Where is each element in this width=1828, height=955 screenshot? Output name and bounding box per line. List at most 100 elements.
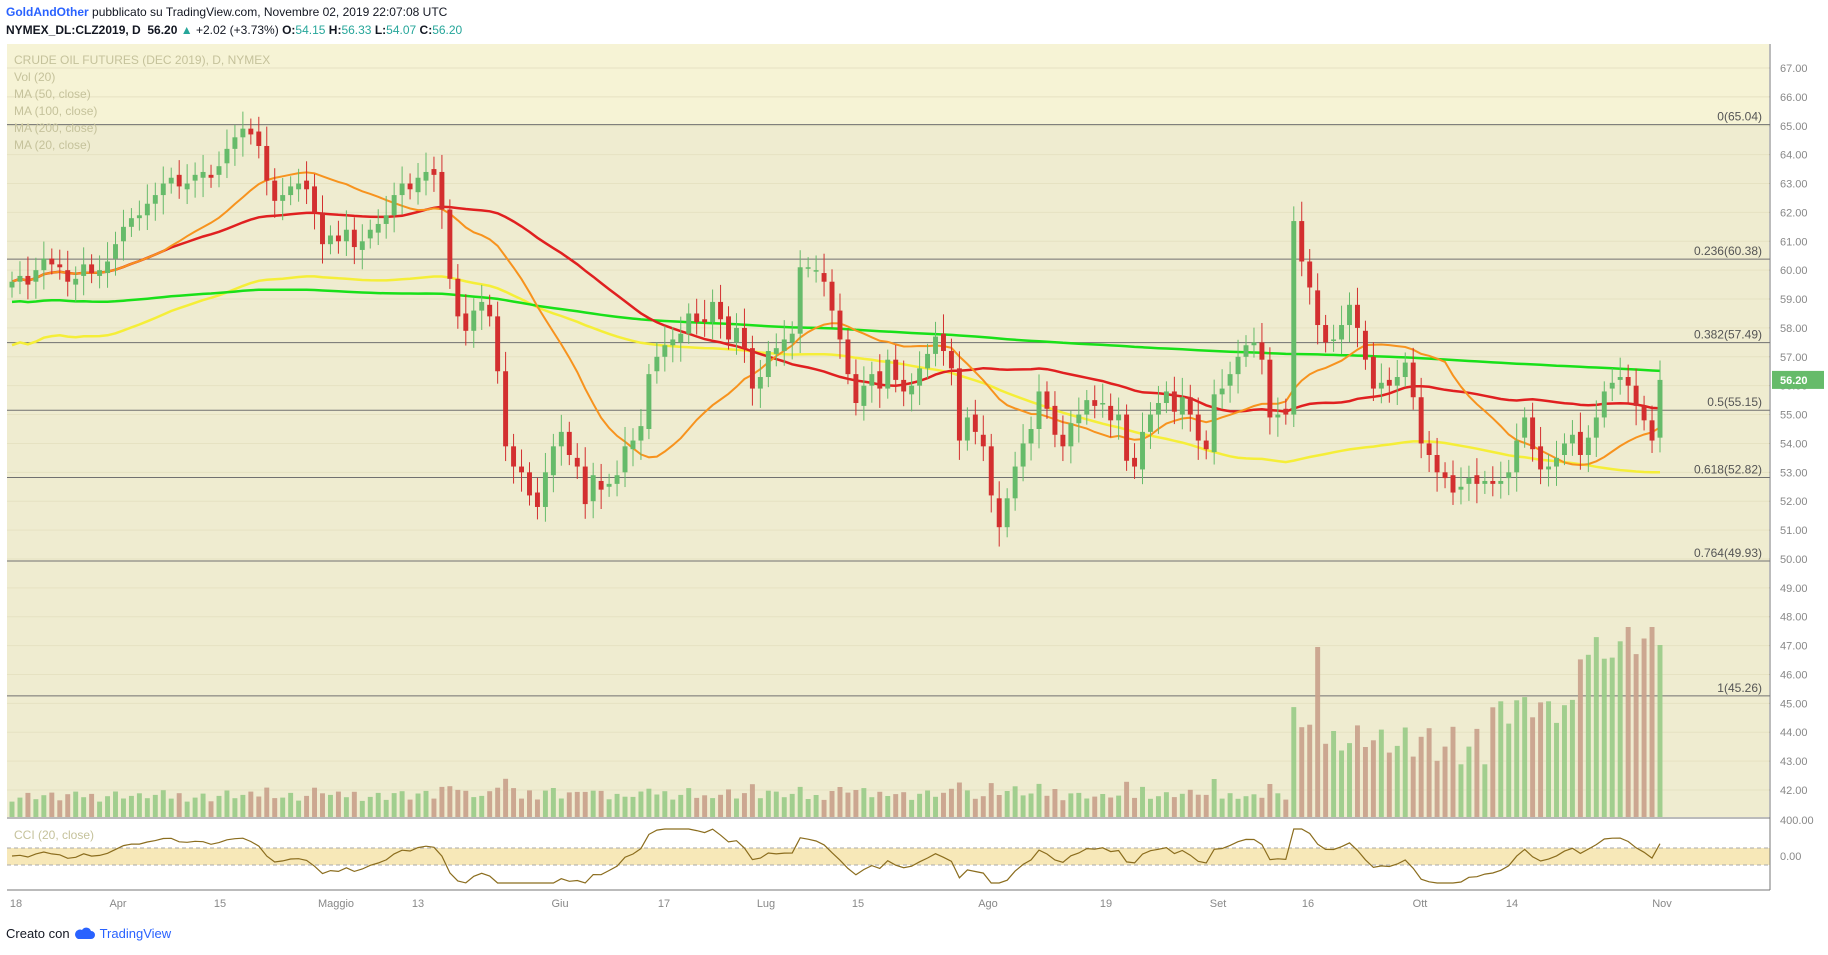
- candle-body[interactable]: [1482, 480, 1488, 484]
- candle-body[interactable]: [1124, 414, 1130, 461]
- candle-body[interactable]: [534, 492, 540, 507]
- candle-body[interactable]: [1577, 431, 1583, 455]
- author-link[interactable]: GoldAndOther: [6, 5, 89, 19]
- candle-body[interactable]: [120, 226, 126, 242]
- candle-body[interactable]: [208, 174, 214, 178]
- candle-body[interactable]: [97, 270, 103, 276]
- candle-body[interactable]: [1195, 414, 1201, 441]
- candle-body[interactable]: [662, 345, 668, 357]
- candle-body[interactable]: [1506, 472, 1512, 479]
- candle-body[interactable]: [1028, 429, 1034, 444]
- candle-body[interactable]: [1116, 414, 1122, 421]
- candle-body[interactable]: [1554, 457, 1559, 467]
- candle-body[interactable]: [1187, 397, 1193, 415]
- candle-body[interactable]: [1569, 434, 1575, 444]
- candle-body[interactable]: [821, 273, 827, 282]
- candle-body[interactable]: [375, 223, 381, 233]
- candle-body[interactable]: [9, 281, 15, 288]
- candle-body[interactable]: [1227, 374, 1233, 386]
- candle-body[interactable]: [1060, 434, 1066, 447]
- candle-body[interactable]: [288, 186, 294, 196]
- candle-body[interactable]: [1458, 486, 1464, 490]
- candle-body[interactable]: [741, 327, 747, 349]
- candle-body[interactable]: [1498, 480, 1504, 484]
- candle-body[interactable]: [702, 319, 708, 323]
- candle-body[interactable]: [320, 212, 325, 245]
- candle-body[interactable]: [622, 446, 628, 473]
- candle-body[interactable]: [1132, 457, 1138, 467]
- candle-body[interactable]: [1347, 304, 1352, 326]
- candle-body[interactable]: [1203, 440, 1209, 450]
- candle-body[interactable]: [184, 183, 190, 190]
- candle-body[interactable]: [1601, 391, 1607, 418]
- candle-body[interactable]: [65, 270, 71, 282]
- candle-body[interactable]: [1171, 391, 1177, 412]
- candle-body[interactable]: [351, 229, 357, 248]
- candle-body[interactable]: [1148, 414, 1153, 432]
- candle-body[interactable]: [1362, 330, 1368, 360]
- candle-body[interactable]: [877, 371, 883, 389]
- candle-body[interactable]: [1530, 417, 1536, 450]
- candle-body[interactable]: [869, 374, 875, 386]
- candle-body[interactable]: [1155, 403, 1161, 415]
- candle-body[interactable]: [694, 313, 700, 323]
- candle-body[interactable]: [1052, 405, 1058, 435]
- candle-body[interactable]: [33, 270, 39, 282]
- candle-body[interactable]: [1418, 397, 1424, 444]
- candle-body[interactable]: [1140, 431, 1145, 470]
- candle-body[interactable]: [152, 195, 158, 204]
- candle-body[interactable]: [646, 374, 652, 429]
- candle-body[interactable]: [614, 475, 620, 484]
- candle-body[interactable]: [726, 316, 731, 340]
- candle-body[interactable]: [781, 339, 787, 352]
- candle-body[interactable]: [216, 166, 222, 175]
- candle-body[interactable]: [272, 180, 278, 201]
- candle-body[interactable]: [1593, 417, 1599, 438]
- candle-body[interactable]: [1108, 405, 1114, 421]
- candle-body[interactable]: [1355, 304, 1360, 328]
- candle-body[interactable]: [1617, 377, 1623, 380]
- candle-body[interactable]: [837, 310, 843, 340]
- candle-body[interactable]: [1442, 472, 1448, 479]
- candle-body[interactable]: [1076, 414, 1082, 424]
- candle-body[interactable]: [431, 169, 437, 175]
- candle-body[interactable]: [861, 385, 867, 406]
- candle-body[interactable]: [1259, 342, 1265, 360]
- candle-body[interactable]: [343, 229, 349, 242]
- candle-body[interactable]: [463, 313, 469, 331]
- candle-body[interactable]: [988, 446, 994, 496]
- candle-body[interactable]: [232, 137, 238, 149]
- candle-body[interactable]: [558, 431, 564, 447]
- candle-body[interactable]: [1426, 443, 1432, 455]
- candle-body[interactable]: [909, 385, 915, 395]
- candle-body[interactable]: [598, 480, 604, 490]
- candle-body[interactable]: [527, 472, 532, 496]
- candle-body[interactable]: [1179, 397, 1185, 415]
- candle-body[interactable]: [1004, 498, 1010, 528]
- candle-body[interactable]: [1649, 420, 1655, 441]
- candle-body[interactable]: [1235, 356, 1241, 375]
- candle-body[interactable]: [813, 270, 819, 272]
- candle-body[interactable]: [574, 457, 580, 467]
- candle-body[interactable]: [1307, 261, 1313, 288]
- candle-body[interactable]: [710, 301, 716, 323]
- candle-body[interactable]: [144, 203, 150, 216]
- candle-body[interactable]: [1068, 423, 1074, 447]
- candle-body[interactable]: [718, 301, 724, 320]
- candle-body[interactable]: [678, 333, 684, 343]
- candle-body[interactable]: [1378, 382, 1384, 389]
- candle-body[interactable]: [1323, 325, 1329, 343]
- candle-body[interactable]: [1100, 403, 1106, 405]
- candle-body[interactable]: [1211, 394, 1217, 453]
- candle-body[interactable]: [542, 472, 548, 507]
- candle-body[interactable]: [1625, 377, 1631, 386]
- candle-body[interactable]: [73, 278, 79, 285]
- candle-body[interactable]: [917, 368, 923, 386]
- candle-body[interactable]: [1609, 382, 1615, 389]
- candle-body[interactable]: [670, 339, 676, 346]
- candle-body[interactable]: [391, 195, 397, 216]
- candle-body[interactable]: [885, 359, 891, 389]
- candle-body[interactable]: [654, 356, 660, 372]
- candle-body[interactable]: [1299, 221, 1305, 262]
- candle-body[interactable]: [447, 209, 453, 279]
